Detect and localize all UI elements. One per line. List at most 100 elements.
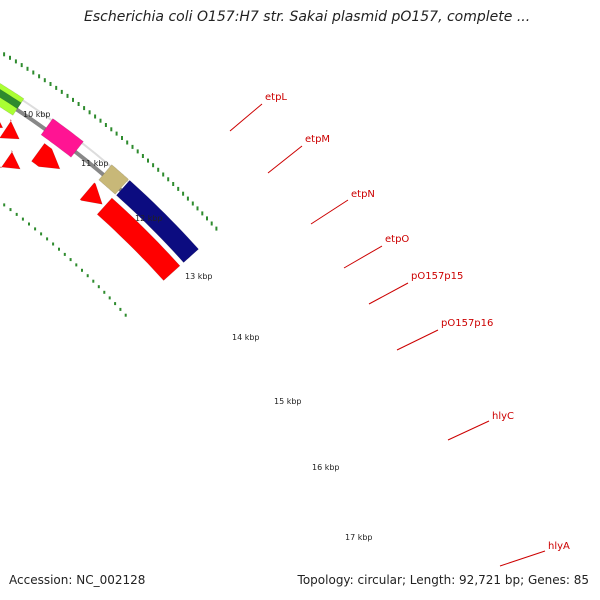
outer-tick <box>182 191 185 196</box>
outer-tick <box>20 63 23 68</box>
gene-red-hlyA <box>96 197 181 281</box>
inner-tick <box>108 296 111 300</box>
inner-tick <box>119 307 122 311</box>
outer-tick <box>206 216 208 221</box>
inner-tick <box>92 279 95 283</box>
outer-tick <box>147 158 149 163</box>
outer-tick <box>104 123 107 127</box>
inner-tick <box>75 263 78 267</box>
outer-tick <box>201 211 204 216</box>
inner-tick <box>63 252 66 256</box>
kbp-label-14: 14 kbp <box>232 333 260 342</box>
outer-tick <box>157 167 160 172</box>
outer-tick <box>43 78 46 83</box>
inner-tick <box>3 203 6 207</box>
inner-tick <box>103 290 106 294</box>
inner-tick <box>69 258 72 262</box>
kbp-label-11: 11 kbp <box>81 159 109 168</box>
outer-tick <box>110 127 113 132</box>
outer-tick <box>55 85 58 90</box>
leader-etpL <box>229 103 263 132</box>
outer-tick <box>94 114 97 119</box>
inner-tick <box>9 208 12 212</box>
label-leaders <box>229 103 546 567</box>
kbp-ticks <box>3 52 218 317</box>
leader-hlyC <box>447 420 490 441</box>
outer-tick <box>14 59 17 64</box>
outer-tick <box>77 102 80 106</box>
outer-tick <box>196 206 199 211</box>
outer-tick <box>121 136 123 140</box>
leader-etpO <box>343 245 383 269</box>
leader-etpM <box>267 145 303 174</box>
feature-pink <box>40 118 84 158</box>
outer-tick <box>131 144 134 149</box>
outer-tick <box>66 93 69 98</box>
inner-tick <box>34 227 37 231</box>
inner-tick <box>52 242 55 246</box>
outer-tick <box>215 226 218 231</box>
outer-tick <box>141 154 144 158</box>
outer-tick <box>49 82 52 86</box>
kbp-label-10: 10 kbp <box>23 110 51 119</box>
gene-label-hlyA: hlyA <box>548 541 570 552</box>
gene-label-pO157p16: pO157p16 <box>441 318 493 329</box>
outer-tick <box>167 177 170 182</box>
outer-tick <box>162 172 165 177</box>
kbp-label-17: 17 kbp <box>345 533 373 542</box>
outer-tick <box>126 140 129 145</box>
kbp-label-16: 16 kbp <box>312 463 340 472</box>
outer-tick <box>152 163 155 168</box>
inner-tick <box>86 274 89 278</box>
gene-label-hlyC: hlyC <box>492 411 514 422</box>
inner-tick <box>40 232 43 236</box>
gene-red-10 <box>31 142 61 170</box>
record-title: Escherichia coli O157:H7 str. Sakai plas… <box>84 9 531 25</box>
outer-tick <box>83 106 86 111</box>
outer-tick <box>136 149 139 154</box>
gene-red-9 <box>0 150 21 170</box>
feature-dark-green-2 <box>0 88 22 110</box>
inner-tick <box>97 285 100 289</box>
feature-tan <box>98 164 129 195</box>
outer-tick <box>172 182 175 186</box>
outer-tick <box>38 74 41 79</box>
outer-tick <box>72 97 74 102</box>
outer-tick <box>210 221 213 226</box>
accession-text: Accession: NC_002128 <box>9 573 146 587</box>
gene-red-8 <box>0 119 20 140</box>
leader-pO157p16 <box>396 329 439 351</box>
gene-red-hlyC <box>79 182 103 205</box>
outer-tick <box>88 110 91 115</box>
feature-navy <box>115 179 199 263</box>
outer-tick <box>99 118 102 123</box>
outer-tick <box>32 70 35 75</box>
outer-tick <box>177 186 180 191</box>
topology-summary: Topology: circular; Length: 92,721 bp; G… <box>297 573 589 587</box>
outer-tick <box>60 89 63 94</box>
outer-tick <box>191 201 194 206</box>
leader-pO157p15 <box>368 282 409 305</box>
leader-etpN <box>310 199 349 225</box>
inner-tick <box>28 222 30 226</box>
gene-features <box>0 82 199 281</box>
gene-red-7 <box>0 121 4 129</box>
leader-hlyA <box>499 550 546 567</box>
inner-tick <box>15 212 18 216</box>
gene-label-etpN: etpN <box>351 189 375 200</box>
inner-tick <box>21 217 24 221</box>
gene-label-pO157p15: pO157p15 <box>411 271 463 282</box>
kbp-label-12: 12 kbp <box>135 214 163 223</box>
gene-label-etpL: etpL <box>265 92 287 103</box>
inner-tick <box>124 313 127 317</box>
inner-tick <box>58 247 60 251</box>
outer-tick <box>26 66 29 71</box>
outer-tick <box>3 52 6 57</box>
kbp-label-13: 13 kbp <box>185 272 213 281</box>
gene-label-etpO: etpO <box>385 234 409 245</box>
kbp-label-15: 15 kbp <box>274 397 302 406</box>
outer-tick <box>186 196 189 201</box>
inner-tick <box>81 268 83 272</box>
outer-tick <box>115 131 118 136</box>
